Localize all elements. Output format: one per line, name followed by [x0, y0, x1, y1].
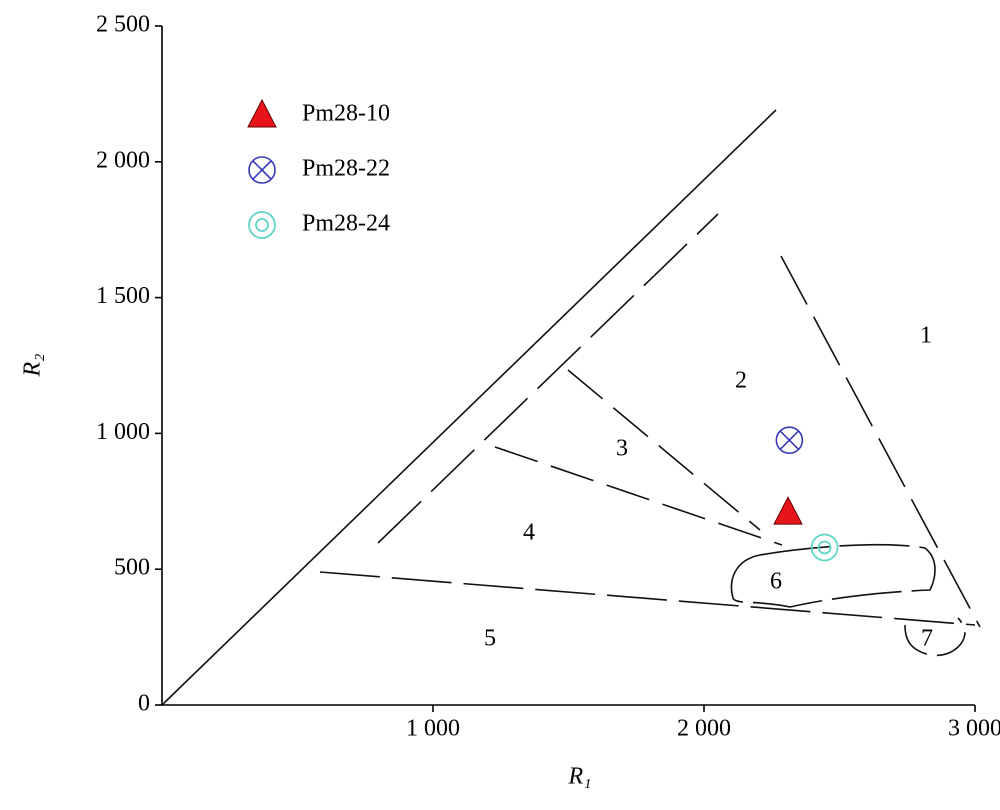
boundary-line: [904, 617, 966, 657]
region-boundaries: [161, 109, 981, 706]
marker-shape: [775, 426, 804, 454]
x-tick-label: 1 000: [406, 716, 460, 742]
region-label: 7: [921, 626, 933, 652]
boundary-line: [377, 213, 719, 544]
x-tick-label: 2 000: [677, 716, 731, 742]
legend-label: Pm28-10: [302, 101, 390, 127]
y-tick-label: 0: [138, 691, 150, 717]
marker-shape: [255, 218, 269, 232]
y-tick-label: 2 500: [96, 12, 150, 38]
boundary-line: [319, 571, 976, 626]
y-tick-label: 500: [114, 555, 150, 581]
region-label: 3: [616, 436, 628, 462]
marker-shape: [810, 533, 839, 562]
x-tick-label: 3 000: [948, 716, 1000, 742]
marker: [775, 426, 804, 454]
marker-shape: [773, 496, 803, 525]
boundary-line: [780, 255, 981, 628]
boundary-line: [494, 446, 783, 546]
marker: [773, 496, 803, 525]
marker-shape: [779, 430, 799, 450]
y-tick-label: 1 500: [96, 283, 150, 309]
marker-shape: [248, 156, 276, 184]
region-label: 6: [770, 569, 782, 595]
region-label: 1: [920, 323, 932, 349]
marker: [247, 98, 277, 128]
region-label: 4: [523, 520, 535, 546]
region-label: 5: [484, 626, 496, 652]
y-tick-label: 1 000: [96, 419, 150, 445]
boundary-line: [730, 543, 936, 608]
legend-label: Pm28-24: [302, 211, 390, 237]
legend-label: Pm28-22: [302, 156, 390, 182]
axes: [161, 26, 975, 706]
marker: [248, 211, 276, 239]
marker-shape: [252, 160, 272, 180]
boundary-line: [567, 369, 761, 531]
marker: [810, 533, 839, 562]
marker-shape: [248, 211, 276, 239]
y-tick-label: 2 000: [96, 147, 150, 173]
marker-shape: [817, 540, 832, 555]
region-label: 2: [735, 368, 747, 394]
marker-shape: [247, 98, 277, 128]
y-axis-label: R₂: [20, 353, 46, 377]
marker: [248, 156, 276, 184]
boundary-line: [161, 109, 777, 706]
x-axis-label: R₁: [567, 764, 591, 790]
